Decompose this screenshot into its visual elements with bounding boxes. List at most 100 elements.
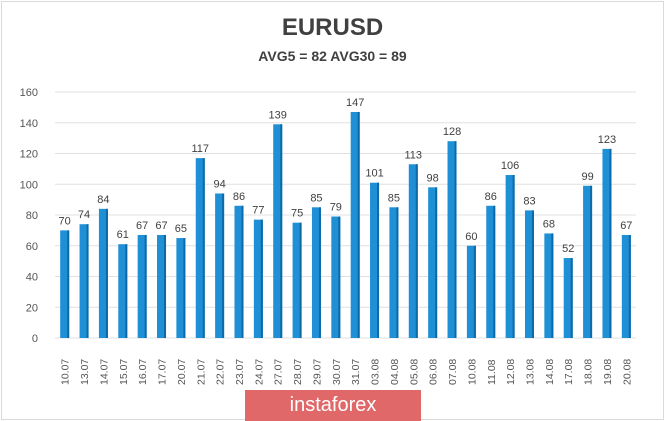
x-tick-label: 10.07: [60, 359, 72, 385]
x-tick-label: 18.08: [583, 359, 595, 385]
bar: [60, 230, 70, 338]
x-tick-label: 17.07: [157, 359, 169, 385]
bar: [157, 234, 167, 338]
x-tick-label: 21.07: [195, 359, 207, 385]
data-label: 117: [191, 143, 209, 155]
data-label: 86: [233, 191, 245, 203]
bar: [583, 185, 593, 338]
data-label: 52: [562, 243, 574, 255]
bar-shade: [338, 216, 341, 338]
x-tick-label: 20.08: [621, 359, 633, 385]
bar: [389, 207, 399, 338]
data-label: 60: [465, 231, 477, 243]
data-label: 128: [443, 126, 461, 138]
bar-shade: [473, 245, 476, 338]
bar-shade: [570, 258, 573, 338]
bar-shade: [164, 234, 167, 338]
data-label: 139: [269, 109, 287, 121]
y-tick-label: 80: [26, 210, 38, 222]
x-tick-label: 06.08: [428, 359, 440, 385]
x-tick-label: 04.08: [389, 359, 401, 385]
bar: [447, 141, 457, 338]
bar-shade: [454, 141, 457, 338]
x-tick-label: 29.07: [311, 359, 323, 385]
instaforex-watermark: instaforex: [245, 390, 421, 421]
data-label: 99: [581, 171, 593, 183]
bar: [370, 182, 380, 338]
data-label: 106: [501, 160, 519, 172]
x-tick-label: 13.07: [79, 359, 91, 385]
bar: [311, 207, 321, 338]
bar: [118, 244, 128, 338]
bar-shade: [318, 207, 321, 338]
bar-shade: [357, 111, 360, 338]
bar-shade: [105, 208, 108, 338]
x-tick-label: 23.07: [234, 359, 246, 385]
data-label: 98: [427, 172, 439, 184]
bar-shade: [628, 234, 631, 338]
bar-shade: [396, 207, 399, 338]
bar: [176, 238, 186, 338]
x-tick-label: 30.07: [331, 359, 343, 385]
bar-shade: [299, 222, 302, 338]
bar-shade: [512, 175, 515, 338]
bar: [79, 224, 89, 338]
x-tick-label: 24.07: [253, 359, 265, 385]
data-label: 85: [310, 192, 322, 204]
x-tick-label: 28.07: [292, 359, 304, 385]
x-tick-label: 14.08: [544, 359, 556, 385]
bar-shade: [435, 187, 438, 338]
x-tick-label: 22.07: [215, 359, 227, 385]
x-tick-label: 13.08: [524, 359, 536, 385]
data-label: 86: [485, 191, 497, 203]
bar: [195, 158, 205, 338]
y-tick-label: 100: [20, 179, 38, 191]
data-label: 67: [620, 220, 632, 232]
bar: [215, 193, 225, 338]
bar-shade: [125, 244, 128, 338]
bar: [544, 233, 554, 338]
bar: [350, 111, 360, 338]
bar: [602, 148, 612, 338]
data-label: 101: [365, 168, 383, 180]
data-label: 65: [175, 223, 187, 235]
x-tick-label: 19.08: [602, 359, 614, 385]
chart-subtitle: AVG5 = 82 AVG30 = 89: [258, 48, 407, 64]
x-tick-label: 07.08: [447, 359, 459, 385]
x-tick-label: 16.07: [137, 359, 149, 385]
bar: [253, 219, 263, 338]
data-label: 70: [59, 215, 71, 227]
data-label: 79: [330, 202, 342, 214]
x-tick-label: 05.08: [408, 359, 420, 385]
x-tick-label: 31.07: [350, 359, 362, 385]
bar-shade: [222, 193, 225, 338]
bar: [505, 175, 515, 338]
data-label: 85: [388, 192, 400, 204]
y-tick-label: 0: [32, 333, 38, 345]
data-label: 61: [117, 229, 129, 241]
data-label: 77: [252, 205, 264, 217]
bar: [98, 208, 108, 338]
y-tick-label: 160: [20, 87, 38, 99]
bar: [234, 205, 244, 338]
data-label: 147: [346, 97, 364, 109]
bar: [466, 245, 476, 338]
x-tick-label: 15.07: [118, 359, 130, 385]
bar: [486, 205, 496, 338]
bar-shade: [86, 224, 89, 338]
bar-shade: [280, 124, 283, 338]
bar-shade: [202, 158, 205, 338]
bar-shade: [551, 233, 554, 338]
bar-shade: [377, 182, 380, 338]
data-label: 68: [543, 218, 555, 230]
data-label: 83: [523, 195, 535, 207]
bar: [621, 234, 631, 338]
x-tick-label: 14.07: [98, 359, 110, 385]
y-tick-label: 20: [26, 302, 38, 314]
y-tick-label: 60: [26, 241, 38, 253]
bar: [524, 210, 534, 338]
bar: [428, 187, 438, 338]
y-tick-label: 140: [20, 118, 38, 130]
bar-shade: [531, 210, 534, 338]
